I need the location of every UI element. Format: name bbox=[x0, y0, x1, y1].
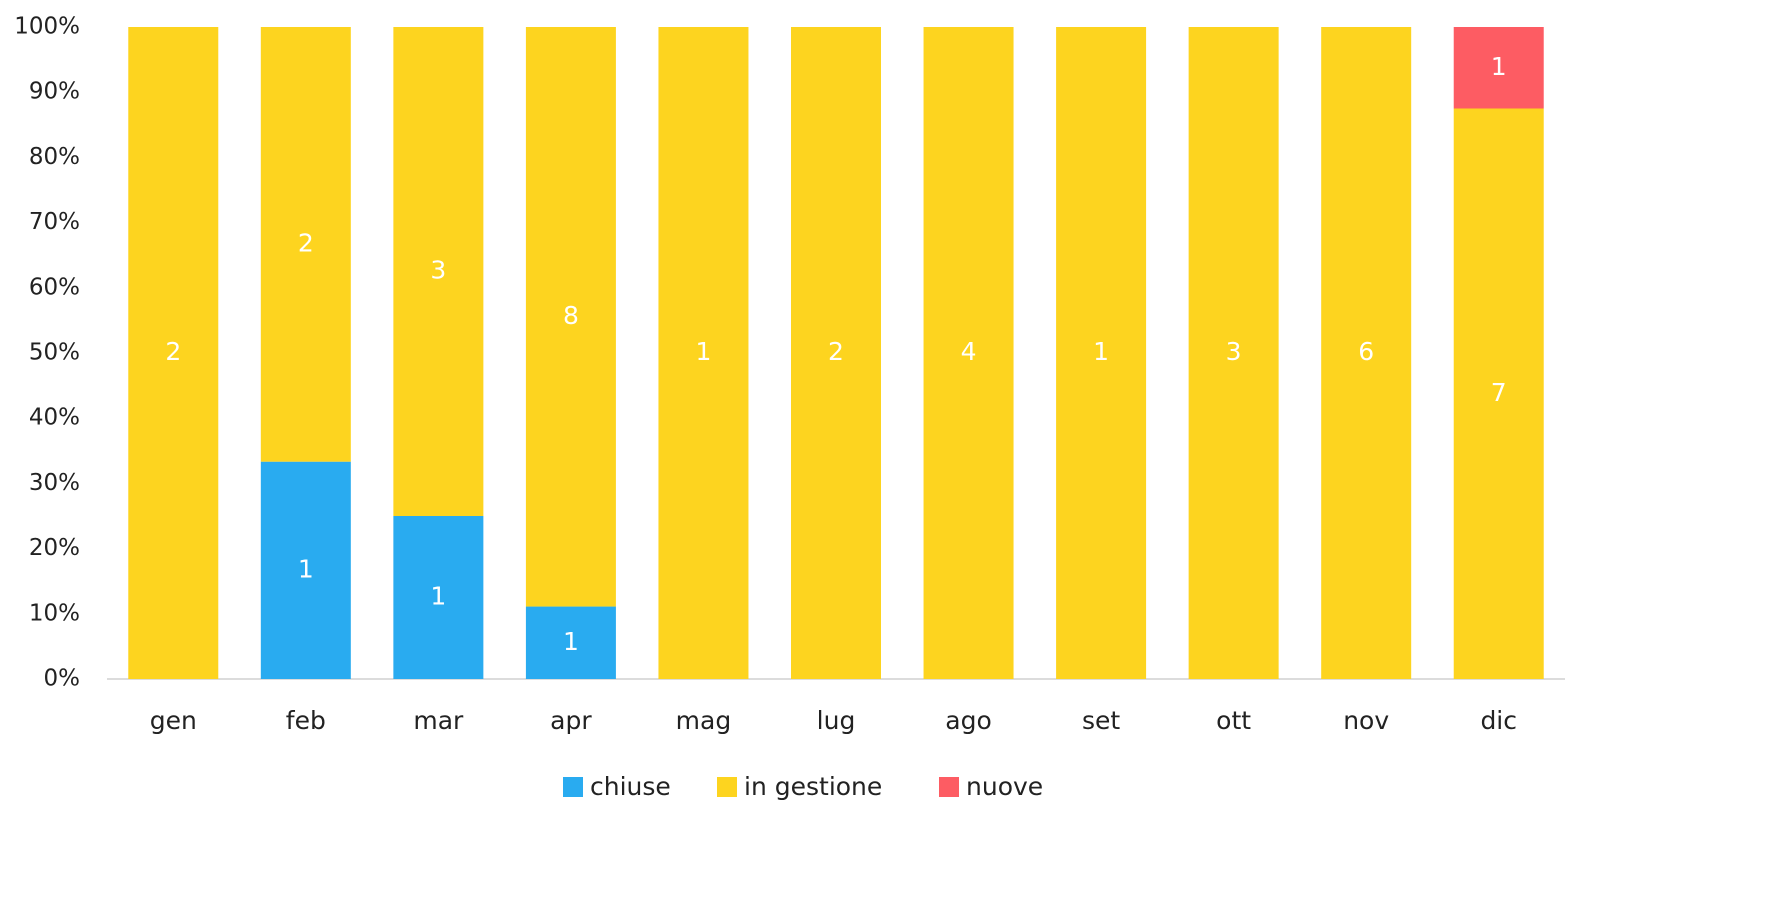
x-tick-label: lug bbox=[817, 706, 856, 735]
x-tick-label: set bbox=[1082, 706, 1120, 735]
bar-segment bbox=[1453, 108, 1544, 679]
y-tick-label: 0% bbox=[44, 666, 81, 692]
bar-segment bbox=[1453, 27, 1544, 109]
legend-label: in gestione bbox=[744, 772, 882, 801]
legend-swatch bbox=[563, 777, 583, 797]
x-tick-label: nov bbox=[1343, 706, 1389, 735]
y-tick-label: 60% bbox=[29, 274, 80, 300]
x-tick-label: ago bbox=[945, 706, 991, 735]
y-tick-label: 90% bbox=[29, 79, 80, 105]
bar-segment bbox=[393, 27, 484, 516]
data-label: 2 bbox=[828, 337, 844, 366]
x-tick-label: apr bbox=[550, 706, 592, 735]
y-tick-label: 10% bbox=[29, 600, 80, 626]
data-label: 1 bbox=[696, 337, 712, 366]
data-label: 1 bbox=[430, 582, 446, 611]
x-tick-label: mag bbox=[676, 706, 732, 735]
data-label: 2 bbox=[298, 228, 314, 257]
data-label: 7 bbox=[1491, 378, 1507, 407]
y-tick-label: 80% bbox=[29, 144, 80, 170]
data-label: 4 bbox=[961, 337, 977, 366]
bar-segment bbox=[128, 27, 219, 679]
y-tick-label: 30% bbox=[29, 470, 80, 496]
bar-segment bbox=[260, 461, 351, 679]
y-tick-label: 20% bbox=[29, 535, 80, 561]
x-tick-label: feb bbox=[286, 706, 326, 735]
data-label: 3 bbox=[430, 256, 446, 285]
data-label: 2 bbox=[165, 337, 181, 366]
bar-segment bbox=[923, 27, 1014, 679]
data-label: 1 bbox=[1093, 337, 1109, 366]
data-label: 1 bbox=[1491, 52, 1507, 81]
data-label: 8 bbox=[563, 301, 579, 330]
data-label: 1 bbox=[563, 627, 579, 656]
legend-label: nuove bbox=[966, 772, 1043, 801]
bar-segment bbox=[658, 27, 749, 679]
data-label: 1 bbox=[298, 554, 314, 583]
legend-swatch bbox=[939, 777, 959, 797]
x-tick-label: dic bbox=[1480, 706, 1517, 735]
x-tick-label: mar bbox=[413, 706, 464, 735]
x-tick-label: ott bbox=[1216, 706, 1251, 735]
bar-segment bbox=[525, 27, 616, 607]
bar-segment bbox=[1321, 27, 1412, 679]
y-tick-label: 100% bbox=[14, 14, 80, 40]
x-tick-label: gen bbox=[150, 706, 197, 735]
data-label: 6 bbox=[1358, 337, 1374, 366]
legend-label: chiuse bbox=[590, 772, 671, 801]
data-label: 3 bbox=[1226, 337, 1242, 366]
y-tick-label: 50% bbox=[29, 340, 80, 366]
legend-swatch bbox=[717, 777, 737, 797]
y-tick-label: 70% bbox=[29, 209, 80, 235]
bar-segment bbox=[1188, 27, 1279, 679]
bar-segment bbox=[1056, 27, 1147, 679]
bar-segment bbox=[525, 606, 616, 679]
bar-segment bbox=[393, 516, 484, 679]
y-tick-label: 40% bbox=[29, 405, 80, 431]
bar-segment bbox=[260, 27, 351, 462]
bar-segment bbox=[791, 27, 881, 679]
